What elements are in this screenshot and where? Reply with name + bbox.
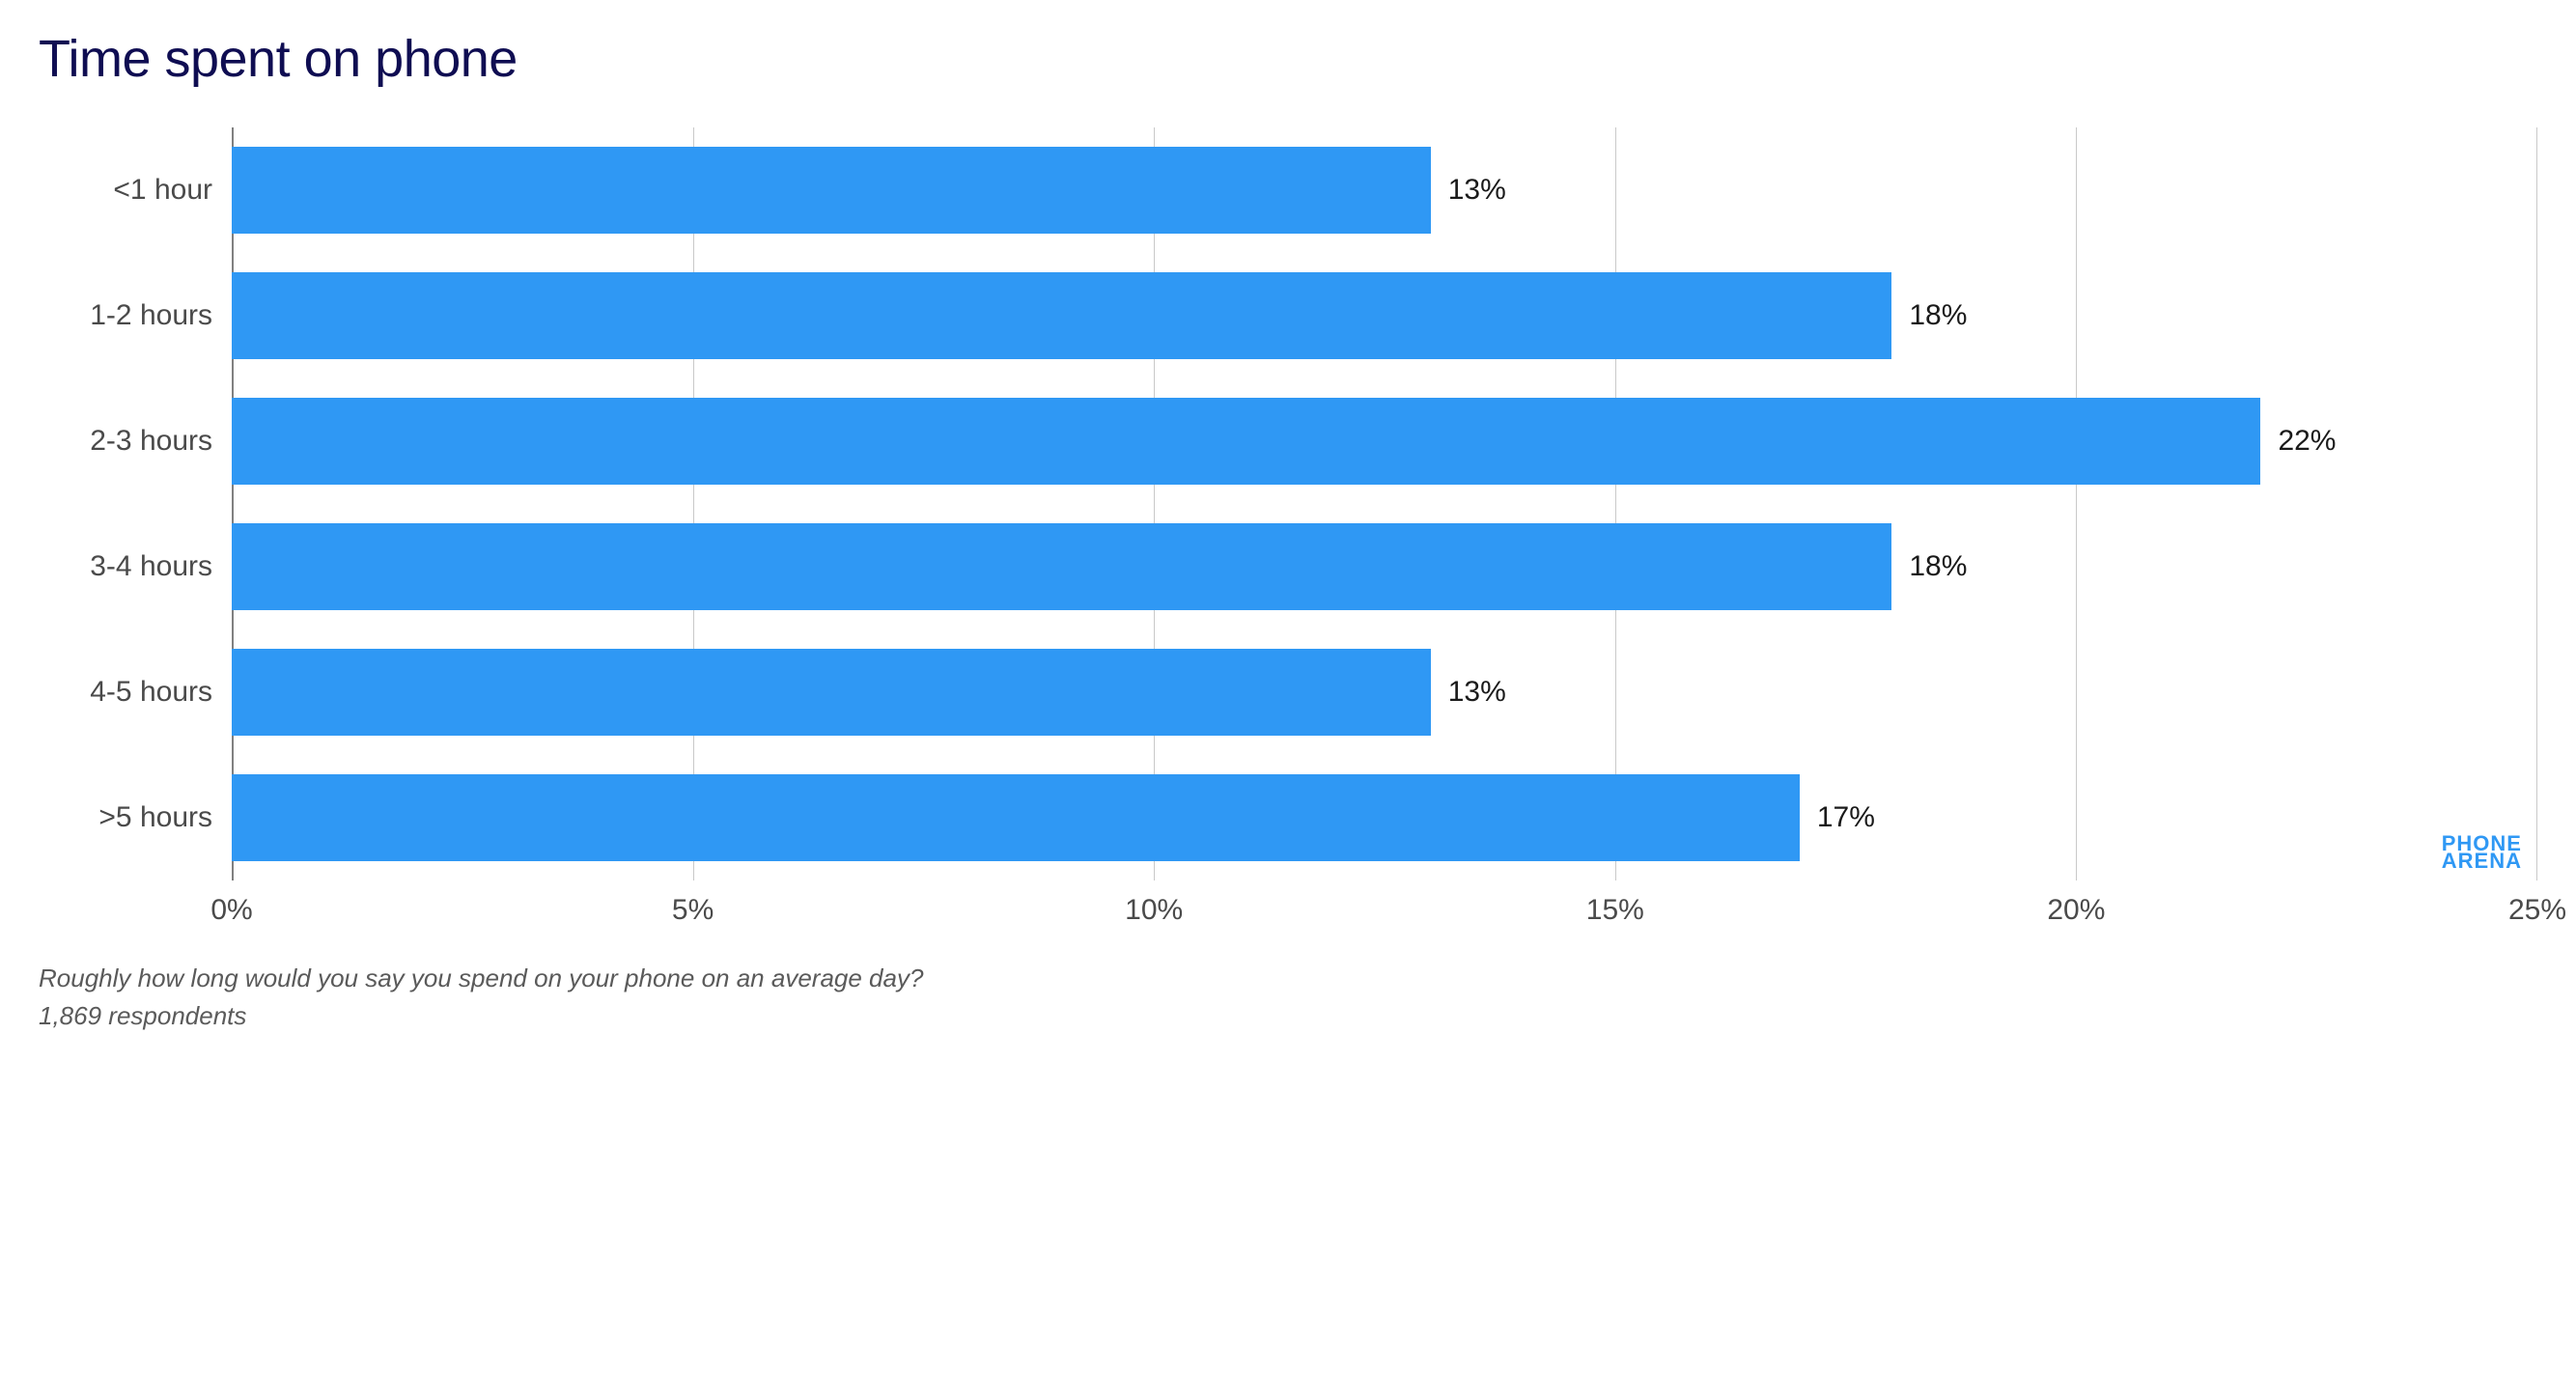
bar-value-label: 22% [2278, 425, 2336, 458]
y-axis-label: <1 hour [39, 127, 232, 253]
bar-value-label: 13% [1448, 174, 1506, 207]
bar [232, 272, 1891, 359]
x-axis-tick: 0% [210, 894, 252, 927]
bar-value-label: 18% [1909, 550, 1967, 583]
bar [232, 774, 1800, 861]
logo-line2: ARENA [2442, 852, 2522, 871]
x-axis-ticks: 0%5%10%15%20%25% [232, 894, 2537, 933]
footer-respondents: 1,869 respondents [39, 997, 2537, 1035]
x-axis-tick: 20% [2047, 894, 2105, 927]
bar-row: 18% [232, 253, 2537, 378]
bar-row: 22% [232, 378, 2537, 504]
phonearena-logo: PHONE ARENA [2442, 835, 2522, 871]
footer-question: Roughly how long would you say you spend… [39, 960, 2537, 997]
chart-footer: Roughly how long would you say you spend… [39, 960, 2537, 1035]
bar-value-label: 13% [1448, 676, 1506, 709]
y-axis-label: >5 hours [39, 755, 232, 880]
x-axis-tick: 15% [1586, 894, 1644, 927]
y-axis-label: 2-3 hours [39, 378, 232, 504]
bar [232, 398, 2260, 485]
x-axis-tick: 25% [2508, 894, 2566, 927]
bar-row: 18% [232, 504, 2537, 629]
bars-container: 13% 18% 22% 18% 13% 17% [232, 127, 2537, 880]
y-axis-labels: <1 hour1-2 hours2-3 hours3-4 hours4-5 ho… [39, 127, 232, 880]
bar-value-label: 17% [1817, 801, 1875, 834]
x-axis: 0%5%10%15%20%25% [39, 894, 2537, 933]
bar-row: 13% [232, 629, 2537, 755]
y-axis-label: 4-5 hours [39, 629, 232, 755]
bar-row: 17% [232, 755, 2537, 880]
bar-row: 13% [232, 127, 2537, 253]
chart-title: Time spent on phone [39, 29, 2537, 89]
bar [232, 523, 1891, 610]
x-axis-tick: 5% [672, 894, 714, 927]
x-axis-tick: 10% [1125, 894, 1183, 927]
bar-value-label: 18% [1909, 299, 1967, 332]
y-axis-label: 1-2 hours [39, 253, 232, 378]
chart-area: <1 hour1-2 hours2-3 hours3-4 hours4-5 ho… [39, 127, 2537, 880]
bar [232, 649, 1431, 736]
plot-area: 13% 18% 22% 18% 13% 17% PHONE ARENA [232, 127, 2537, 880]
y-axis-label: 3-4 hours [39, 504, 232, 629]
bar [232, 147, 1431, 234]
